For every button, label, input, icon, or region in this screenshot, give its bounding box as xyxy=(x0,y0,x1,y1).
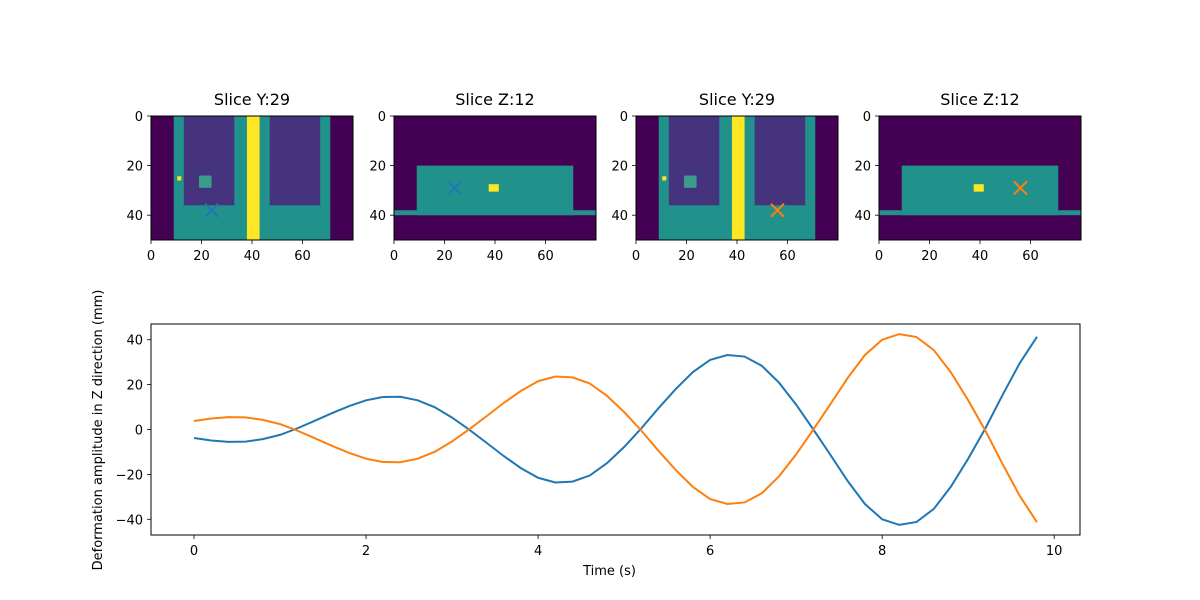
y-tick-label: 0 xyxy=(863,110,871,125)
marker-stroke xyxy=(447,180,462,196)
x-tick-label: 60 xyxy=(779,249,796,264)
image-panel-2: Slice Z:12 0 20 40 60 0 20 40 xyxy=(369,90,597,264)
x-tick-label: 20 xyxy=(193,249,210,264)
small-insert xyxy=(198,175,212,188)
bright-rod xyxy=(488,184,499,192)
y-tick-label: 20 xyxy=(611,160,628,175)
panel-title: Slice Z:12 xyxy=(455,90,534,109)
y-tick-label: 40 xyxy=(369,209,386,224)
series-1-line xyxy=(193,336,1038,526)
bright-dot xyxy=(662,176,667,181)
y-tick-label: 40 xyxy=(126,334,143,349)
image-panel-1: Slice Y:29 0 20 40 60 0 20 40 xyxy=(126,90,354,264)
small-insert xyxy=(683,175,697,188)
x-tick-label: 2 xyxy=(362,544,370,559)
x-tick-label: 60 xyxy=(1022,249,1039,264)
marker-stroke xyxy=(770,203,785,218)
y-tick-label: 0 xyxy=(378,110,386,125)
right-chamber xyxy=(754,116,806,206)
x-tick-label: 0 xyxy=(190,544,198,559)
x-tick-label: 60 xyxy=(537,249,554,264)
y-tick-label: 0 xyxy=(135,110,143,125)
bright-rod xyxy=(246,116,260,240)
plot-area xyxy=(150,323,1081,536)
y-tick-label: 20 xyxy=(854,160,871,175)
left-chamber xyxy=(668,116,720,206)
x-tick-label: 0 xyxy=(390,249,398,264)
y-tick-label: 20 xyxy=(369,160,386,175)
y-tick-label: 40 xyxy=(126,209,143,224)
x-tick-label: 20 xyxy=(436,249,453,264)
y-tick-label: −40 xyxy=(116,513,143,528)
location-marker xyxy=(1013,180,1028,196)
x-tick-label: 40 xyxy=(244,249,261,264)
x-tick-label: 40 xyxy=(729,249,746,264)
y-tick-label: 0 xyxy=(135,424,143,439)
location-marker xyxy=(204,203,219,218)
location-marker xyxy=(447,180,462,196)
y-tick-label: 0 xyxy=(620,110,628,125)
location-marker xyxy=(770,203,785,218)
x-tick-label: 0 xyxy=(632,249,640,264)
x-tick-label: 20 xyxy=(921,249,938,264)
x-tick-label: 40 xyxy=(487,249,504,264)
x-tick-label: 10 xyxy=(1046,544,1063,559)
y-tick-label: −20 xyxy=(116,468,143,483)
x-tick-label: 0 xyxy=(147,249,155,264)
x-tick-label: 40 xyxy=(972,249,989,264)
y-tick-label: 20 xyxy=(126,160,143,175)
panel-title: Slice Z:12 xyxy=(940,90,1019,109)
y-tick-label: 20 xyxy=(126,379,143,394)
bright-rod xyxy=(731,116,745,240)
left-chamber xyxy=(183,116,235,206)
right-chamber xyxy=(269,116,321,206)
y-tick-label: 40 xyxy=(611,209,628,224)
deformation-line-chart: 0 2 4 6 8 10 −40 −20 0 20 40 Time (s) Deformation am… xyxy=(91,290,1081,579)
slice-image xyxy=(151,116,353,240)
image-panel-3: Slice Y:29 0 20 40 60 0 20 40 xyxy=(611,90,839,264)
bright-dot xyxy=(177,176,182,181)
slice-image xyxy=(394,116,596,240)
x-tick-label: 20 xyxy=(678,249,695,264)
marker-stroke xyxy=(1013,180,1028,196)
marker-stroke xyxy=(204,203,219,218)
x-axis-label: Time (s) xyxy=(582,564,636,579)
slice-image xyxy=(879,116,1081,240)
y-tick-label: 40 xyxy=(854,209,871,224)
image-panel-4: Slice Z:12 0 20 40 60 0 20 40 xyxy=(854,90,1082,264)
panel-title: Slice Y:29 xyxy=(214,90,290,109)
x-tick-label: 4 xyxy=(534,544,542,559)
y-axis-label: Deformation amplitude in Z direction (mm… xyxy=(91,290,106,571)
series-2-line xyxy=(193,333,1038,523)
x-tick-label: 8 xyxy=(878,544,886,559)
x-tick-label: 60 xyxy=(294,249,311,264)
bright-rod xyxy=(973,184,984,192)
x-tick-label: 6 xyxy=(706,544,714,559)
x-tick-label: 0 xyxy=(875,249,883,264)
panel-title: Slice Y:29 xyxy=(699,90,775,109)
slice-image xyxy=(636,116,838,240)
